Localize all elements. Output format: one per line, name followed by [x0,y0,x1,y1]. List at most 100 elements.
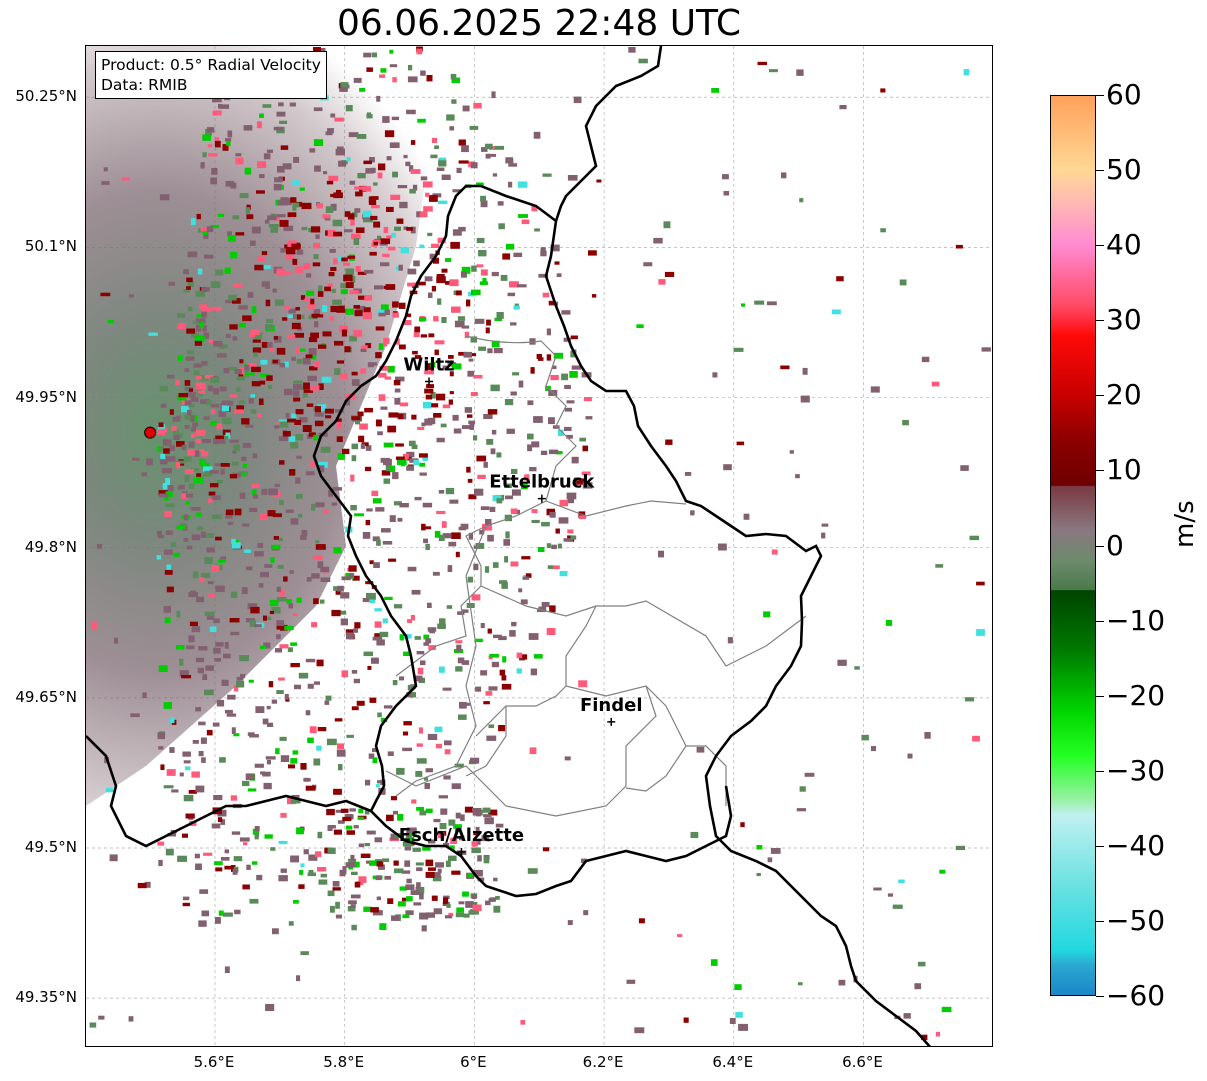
echo-pixel [355,419,360,425]
echo-pixel [202,325,207,332]
echo-pixel [436,510,446,515]
echo-pixel [634,1027,645,1034]
echo-pixel [393,501,402,506]
echo-pixel [212,110,222,116]
echo-pixel [729,1018,736,1024]
echo-pixel [538,273,549,278]
echo-pixel [533,131,541,139]
echo-pixel [166,456,176,462]
echo-pixel [384,875,392,880]
echo-pixel [518,380,524,388]
echo-pixel [368,196,374,204]
echo-pixel [353,77,362,83]
echo-pixel [355,861,360,868]
echo-pixel [202,231,208,235]
echo-pixel [273,536,279,540]
echo-pixel [337,585,344,592]
echo-pixel [239,492,246,499]
echo-pixel [252,494,259,499]
echo-pixel [109,854,118,862]
echo-pixel [628,47,636,53]
echo-pixel [400,461,406,467]
map-panel[interactable]: Wiltz Ettelbruck Findel Esch/Alzette [85,45,993,1047]
echo-pixel [293,900,299,904]
echo-pixel [101,181,110,185]
echo-pixel [424,276,433,282]
echo-pixel [403,721,412,726]
echo-pixel [266,760,271,765]
echo-pixel [195,863,202,870]
echo-pixel [373,241,378,246]
echo-pixel [275,199,281,206]
echo-pixel [392,301,399,308]
echo-pixel [512,372,519,376]
echo-pixel [201,360,208,366]
echo-pixel [518,588,523,593]
echo-pixel [399,402,409,407]
colorbar-tick [1096,95,1104,96]
echo-pixel [268,488,278,496]
colorbar-tick [1096,770,1104,772]
echo-pixel [451,532,461,539]
echo-pixel [899,279,907,286]
echo-pixel [211,168,218,175]
echo-pixel [255,706,265,713]
echo-pixel [375,507,385,512]
echo-pixel [241,418,250,425]
echo-pixel [490,384,500,392]
echo-pixel [885,620,893,626]
echo-pixel [458,901,465,905]
echo-pixel [393,860,399,866]
echo-pixel [271,607,281,614]
echo-pixel [354,622,361,629]
lon-tick-label: 5.6°E [193,1053,235,1071]
echo-pixel [189,388,194,392]
echo-pixel [296,358,303,364]
echo-pixel [247,788,257,792]
echo-pixel [414,326,420,333]
echo-pixel [491,340,500,348]
echo-pixel [413,332,420,338]
echo-pixel [395,443,404,447]
echo-pixel [468,910,476,915]
echo-pixel [450,837,458,844]
echo-pixel [173,552,180,557]
echo-pixel [433,413,442,418]
echo-pixel [273,183,282,191]
echo-pixel [445,740,450,744]
echo-pixel [242,442,252,448]
echo-pixel [264,834,273,839]
echo-pixel [190,433,195,438]
echo-pixel [288,764,295,769]
echo-pixel [403,320,412,325]
echo-pixel [296,975,301,982]
echo-pixel [333,231,343,237]
echo-pixel [405,161,411,167]
echo-pixel [280,812,287,818]
echo-pixel [302,393,308,398]
echo-pixel [260,771,266,775]
echo-pixel [198,390,205,394]
echo-pixel [163,448,170,454]
echo-pixel [276,586,281,592]
echo-pixel [184,400,192,405]
echo-pixel [690,831,699,839]
echo-pixel [399,886,407,891]
echo-pixel [476,455,487,462]
echo-pixel [249,507,258,512]
echo-pixel [428,645,436,651]
echo-pixel [458,714,467,720]
echo-pixel [182,833,188,838]
echo-pixel [176,525,186,530]
echo-pixel [503,539,511,546]
echo-pixel [406,109,416,115]
echo-pixel [351,233,361,240]
echo-pixel [402,731,409,736]
echo-pixel [931,381,940,387]
echo-pixel [214,658,221,662]
echo-pixel [197,667,205,674]
echo-pixel [364,295,373,301]
echo-pixel [245,773,255,781]
echo-pixel [431,243,439,248]
